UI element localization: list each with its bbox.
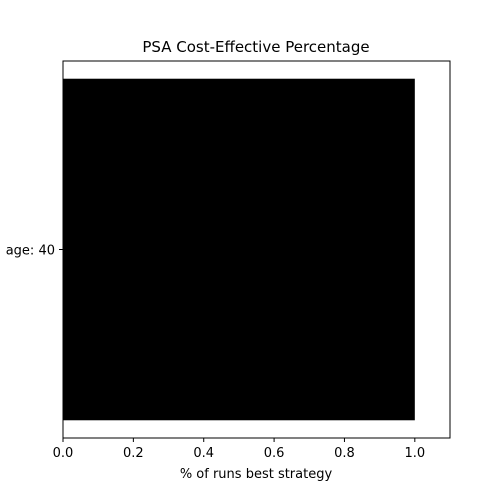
- chart-title: PSA Cost-Effective Percentage: [142, 38, 369, 56]
- x-axis: 0.0 0.2 0.4 0.6 0.8 1.0: [53, 438, 425, 461]
- bar: [63, 78, 415, 421]
- x-tick-label: 0.8: [334, 446, 355, 461]
- x-tick-label: 0.0: [53, 446, 74, 461]
- x-tick-label: 1.0: [404, 446, 425, 461]
- x-tick-label: 0.4: [193, 446, 214, 461]
- x-tick-label: 0.2: [123, 446, 144, 461]
- x-tick-label: 0.6: [264, 446, 285, 461]
- y-axis: age: 40: [6, 244, 63, 259]
- x-axis-label: % of runs best strategy: [180, 467, 333, 482]
- bar-group: [63, 78, 415, 421]
- y-tick-label: age: 40: [6, 244, 55, 259]
